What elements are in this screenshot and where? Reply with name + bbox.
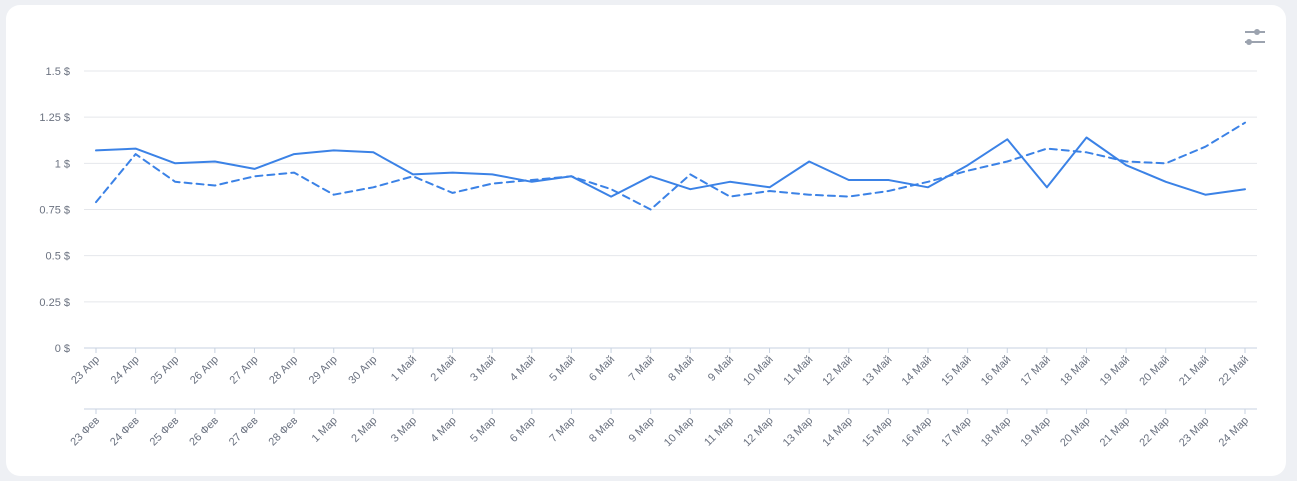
x-tick-label: 16 Мар (900, 415, 935, 450)
chart-card (6, 5, 1286, 476)
x-tick-label: 10 Май (741, 354, 776, 389)
x-tick-label: 24 Фев (108, 415, 142, 449)
chart-grid (84, 70, 1257, 349)
sliders-icon[interactable] (1243, 28, 1267, 46)
x-tick-label: 29 Апр (307, 354, 340, 387)
x-tick-label: 3 Мар (389, 415, 419, 445)
x-tick-label: 1 Май (389, 354, 419, 384)
x-tick-label: 4 Мар (429, 415, 459, 445)
x-tick-label: 15 Май (939, 354, 974, 389)
x-tick-label: 22 Май (1217, 354, 1252, 389)
x-tick-label: 28 Фев (267, 415, 301, 449)
x-tick-label: 23 Апр (69, 354, 102, 387)
x-tick-label: 19 Мар (1018, 415, 1053, 450)
x-tick-label: 3 Май (468, 354, 498, 384)
y-tick-label: 0 $ (55, 343, 70, 355)
x-tick-label: 26 Апр (188, 354, 221, 387)
y-tick-label: 1.5 $ (46, 66, 70, 78)
x-tick-label: 8 Мар (587, 415, 617, 445)
x-tick-label: 17 Май (1018, 354, 1053, 389)
x-tick-label: 11 Мар (702, 415, 736, 449)
x-tick-label: 25 Апр (148, 354, 181, 387)
x-tick-label: 16 Май (979, 354, 1014, 389)
x-tick-label: 22 Мар (1137, 415, 1172, 450)
x-tick-label: 4 Май (508, 354, 538, 384)
x-tick-label: 15 Мар (860, 415, 895, 450)
x-tick-label: 21 Май (1177, 354, 1212, 389)
x-axis-secondary: 23 Фев 24 Фев 25 Фев 26 Фев 27 Фев 28 Фев 1 Ма… (68, 408, 1257, 450)
x-tick-label: 25 Фев (148, 415, 182, 449)
x-tick-label: 27 Фев (227, 415, 261, 449)
x-tick-label: 20 Мар (1058, 415, 1093, 450)
series-lines (95, 121, 1246, 211)
x-tick-label: 17 Мар (939, 415, 974, 450)
x-tick-label: 23 Мар (1177, 415, 1212, 450)
x-tick-label: 24 Мар (1217, 415, 1252, 450)
x-axis-primary: 23 Апр 24 Апр 25 Апр 26 Апр 27 Апр 28 Апр 29 А… (69, 348, 1251, 388)
x-tick-label: 8 Май (666, 354, 696, 384)
x-tick-label: 23 Фев (68, 415, 102, 449)
y-tick-label: 0.75 $ (39, 205, 70, 217)
x-tick-label: 6 Май (587, 354, 617, 384)
x-tick-label: 2 Мар (349, 415, 379, 445)
x-tick-label: 21 Мар (1098, 415, 1133, 450)
x-tick-label: 20 Май (1137, 354, 1172, 389)
x-tick-label: 26 Фев (187, 415, 221, 449)
series-line-solid (95, 136, 1246, 198)
y-tick-label: 0.5 $ (46, 251, 70, 263)
x-tick-label: 5 Мар (468, 415, 498, 445)
y-tick-label: 0.25 $ (39, 297, 70, 309)
x-tick-label: 9 Мар (627, 415, 657, 445)
x-tick-label: 14 Май (900, 354, 935, 389)
x-tick-label: 7 Мар (547, 415, 577, 445)
x-tick-label: 6 Мар (508, 415, 538, 445)
x-tick-label: 12 Май (820, 354, 855, 389)
x-tick-label: 18 Мар (979, 415, 1014, 450)
x-tick-label: 11 Май (781, 354, 815, 388)
y-tick-label: 1.25 $ (39, 112, 70, 124)
x-tick-label: 18 Май (1058, 354, 1093, 389)
x-tick-label: 27 Апр (228, 354, 261, 387)
x-tick-label: 19 Май (1098, 354, 1133, 389)
x-tick-label: 7 Май (627, 354, 657, 384)
x-tick-label: 9 Май (706, 354, 736, 384)
x-tick-label: 13 Май (860, 354, 895, 389)
y-tick-label: 1 $ (55, 158, 70, 170)
x-tick-label: 2 Май (428, 354, 458, 384)
x-tick-label: 5 Май (547, 354, 577, 384)
x-tick-label: 13 Мар (781, 415, 816, 450)
x-tick-label: 24 Апр (109, 354, 142, 387)
x-tick-label: 1 Мар (310, 415, 340, 445)
y-axis: 0 $ 0.25 $ 0.5 $ 0.75 $ 1 $ 1.25 $ 1.5 $ (39, 66, 70, 355)
x-tick-label: 14 Мар (820, 415, 855, 450)
x-tick-label: 28 Апр (267, 354, 300, 387)
x-tick-label: 30 Апр (346, 354, 379, 387)
x-tick-label: 12 Мар (741, 415, 776, 450)
series-line-dashed (95, 121, 1246, 211)
x-tick-label: 10 Мар (662, 415, 697, 450)
